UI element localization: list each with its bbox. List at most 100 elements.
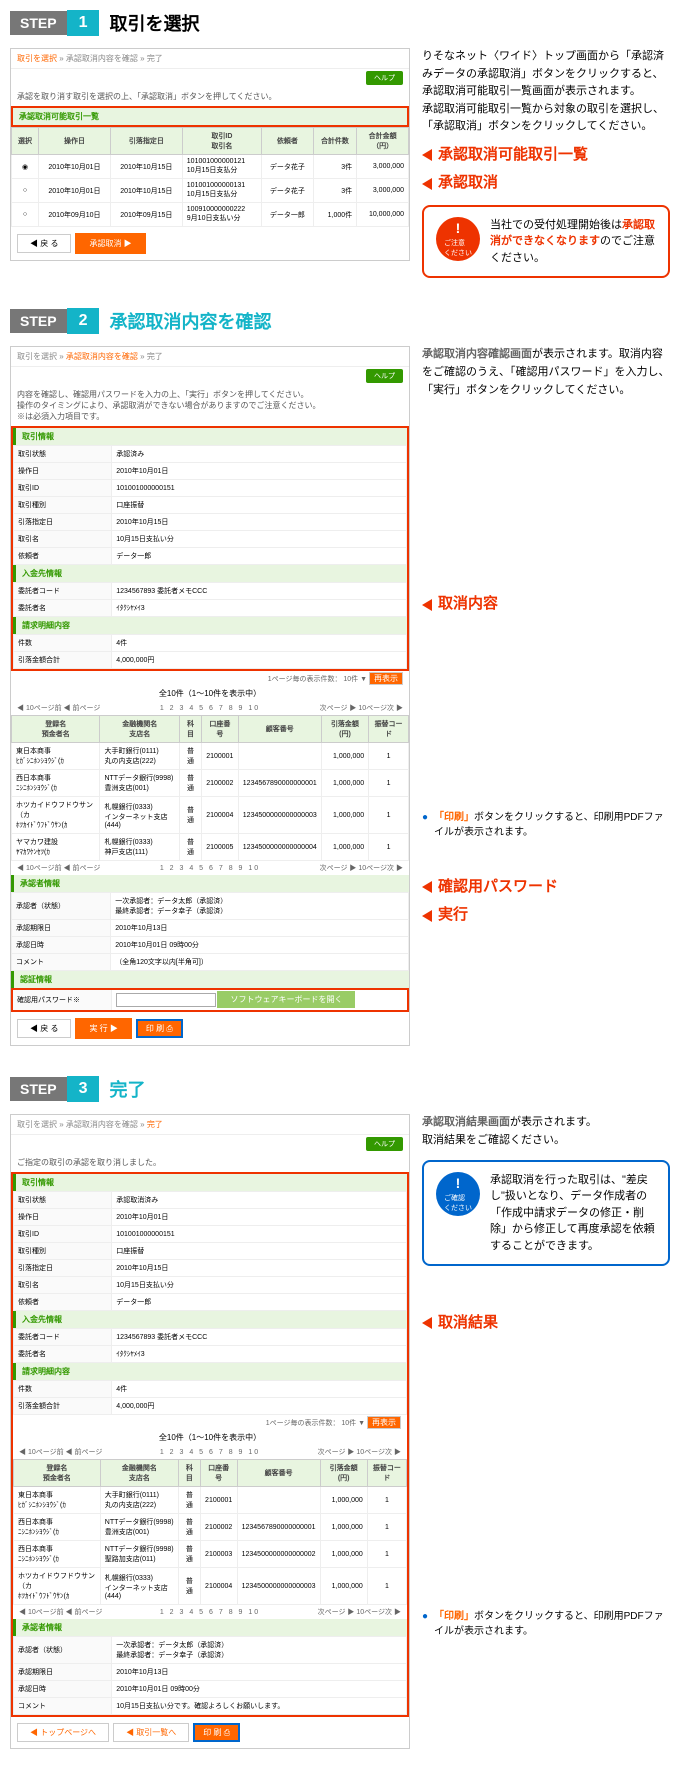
step-label: STEP [10, 11, 67, 35]
confirm-badge: ! ご確認 ください [436, 1172, 480, 1216]
step1-screen: 取引を選択 » 承認取消内容を確認 » 完了 ヘルプ 承認を取り消す取引を選択の… [10, 48, 410, 261]
bc-b: 承認取消内容を確認 [66, 1120, 138, 1129]
deposit-info: 委託者コード1234567893 委託者メモCCC委託者名ｲﾀｸｼﾔﾒｲ3 [13, 582, 407, 617]
pager-top: 1ページ毎の表示件数： 10件 ▼ 再表示 [13, 1415, 407, 1430]
step1-header: STEP 1 取引を選択 [10, 10, 670, 36]
bc-a: 取引を選択 [17, 352, 57, 361]
prev[interactable]: ◀ 前ページ [66, 1449, 103, 1456]
confirm-text: 承認取消を行った取引は、"差戻し"扱いとなり、データ作成者の「作成中請求データの… [490, 1172, 656, 1255]
cancel-content-frame: 取引情報 取引状態承認済み操作日2010年10月01日取引ID101001000… [11, 426, 409, 671]
prev[interactable]: ◀ 前ページ [64, 865, 101, 872]
prev10[interactable]: ◀ 10ページ前 [17, 865, 62, 872]
step2-header: STEP 2 承認取消内容を確認 [10, 308, 670, 334]
password-input[interactable] [116, 993, 216, 1007]
next10[interactable]: 10ページ次 ▶ [356, 1609, 401, 1616]
auth-info: 確認用パスワード※ ソフトウェアキーボードを開く [11, 988, 409, 1012]
help-button[interactable]: ヘルプ [366, 71, 403, 85]
prev10[interactable]: ◀ 10ページ前 [19, 1449, 64, 1456]
approver-info: 承認者（状態）一次承認者：データ太郎（承認済） 最終承認者：データ幸子（承認済）… [11, 892, 409, 971]
button-row: ◀ 戻 る 実 行 ▶ 印 刷 ⎙ [11, 1012, 409, 1045]
page-size[interactable]: 1ページ毎の表示件数： 10件 ▼ [268, 676, 367, 683]
next10[interactable]: 10ページ次 ▶ [358, 705, 403, 712]
step-title: 承認取消内容を確認 [109, 308, 271, 334]
prev[interactable]: ◀ 前ページ [64, 705, 101, 712]
prev10[interactable]: ◀ 10ページ前 [19, 1609, 64, 1616]
step3-description: 承認取消結果画面が表示されます。取消結果をご確認ください。 [422, 1114, 670, 1149]
prev[interactable]: ◀ 前ページ [66, 1609, 103, 1616]
pager: ◀ 10ページ前 ◀ 前ページ 1 2 3 4 5 6 7 8 9 10 次ペー… [11, 701, 409, 715]
page-numbers[interactable]: 1 2 3 4 5 6 7 8 9 10 [160, 705, 260, 712]
help-button[interactable]: ヘルプ [366, 1137, 403, 1151]
sec-auth: 認証情報 [11, 971, 409, 988]
callout-list: 承認取消可能取引一覧 [422, 144, 670, 167]
pager: ◀ 10ページ前 ◀ 前ページ 1 2 3 4 5 6 7 8 9 10 次ペー… [13, 1445, 407, 1459]
soft-keyboard-button[interactable]: ソフトウェアキーボードを開く [217, 991, 355, 1008]
next[interactable]: 次ページ ▶ [318, 1449, 355, 1456]
detail-table: 登録名 預金者名金融機関名 支店名科目口座番号顧客番号引落金額(円)振替コード … [11, 715, 409, 861]
execute-button[interactable]: 実 行 ▶ [75, 1018, 131, 1039]
bc-b: 承認取消内容を確認 [66, 352, 138, 361]
transaction-info: 取引状態承認済み操作日2010年10月01日取引ID10100100000015… [13, 445, 407, 565]
step-number: 3 [67, 1076, 100, 1102]
step-number: 2 [67, 308, 100, 334]
warning-box: ! ご注意 ください 当社での受付処理開始後は承認取消ができなくなりますのでご注… [422, 205, 670, 279]
callout-cancel: 承認取消 [422, 172, 670, 195]
bc-b: 承認取消内容を確認 [66, 54, 138, 63]
instruction-text: 内容を確認し、確認用パスワードを入力の上、「実行」ボタンを押してください。 操作… [11, 385, 409, 426]
breadcrumb: 取引を選択 » 承認取消内容を確認 » 完了 [11, 347, 409, 367]
step-title: 取引を選択 [109, 10, 199, 36]
button-row: ◀ トップページへ ◀ 取引一覧へ 印 刷 ⎙ [11, 1717, 409, 1748]
step-label: STEP [10, 309, 67, 333]
page-numbers[interactable]: 1 2 3 4 5 6 7 8 9 10 [160, 865, 260, 872]
billing-info: 件数4件引落金額合計4,000,000円 [13, 1380, 407, 1415]
next[interactable]: 次ページ ▶ [320, 865, 357, 872]
redisplay-button[interactable]: 再表示 [367, 1416, 401, 1429]
next10[interactable]: 10ページ次 ▶ [358, 865, 403, 872]
step-number: 1 [67, 10, 100, 36]
next[interactable]: 次ページ ▶ [320, 705, 357, 712]
help-button[interactable]: ヘルプ [366, 369, 403, 383]
print-button[interactable]: 印 刷 ⎙ [136, 1019, 183, 1038]
page-size[interactable]: 1ページ毎の表示件数： 10件 ▼ [266, 1420, 365, 1427]
pager-bottom: ◀ 10ページ前 ◀ 前ページ 1 2 3 4 5 6 7 8 9 10 次ペー… [13, 1605, 407, 1619]
back-button[interactable]: ◀ 戻 る [17, 1019, 71, 1038]
sec-approver: 承認者情報 [11, 875, 409, 892]
bc-c: 完了 [147, 54, 163, 63]
next[interactable]: 次ページ ▶ [318, 1609, 355, 1616]
instruction-text: ご指定の取引の承認を取り消しました。 [11, 1153, 409, 1172]
pager-top: 1ページ毎の表示件数： 10件 ▼ 再表示 [11, 671, 409, 686]
step2-screen: 取引を選択 » 承認取消内容を確認 » 完了 ヘルプ 内容を確認し、確認用パスワ… [10, 346, 410, 1046]
bc-c: 完了 [147, 352, 163, 361]
breadcrumb: 取引を選択 » 承認取消内容を確認 » 完了 [11, 1115, 409, 1135]
all-count: 全10件（1～10件を表示中） [11, 686, 409, 701]
breadcrumb: 取引を選択 » 承認取消内容を確認 » 完了 [11, 49, 409, 69]
top-button[interactable]: ◀ トップページへ [17, 1723, 109, 1742]
callout-execute: 実行 [422, 904, 670, 927]
password-label: 確認用パスワード※ [12, 989, 111, 1011]
redisplay-button[interactable]: 再表示 [369, 672, 403, 685]
step-label: STEP [10, 1077, 67, 1101]
sec-billing: 請求明細内容 [13, 1363, 407, 1380]
all-count: 全10件（1～10件を表示中） [13, 1430, 407, 1445]
next10[interactable]: 10ページ次 ▶ [356, 1449, 401, 1456]
callout-content: 取消内容 [422, 593, 670, 616]
result-frame: 取引情報 取引状態承認取消済み操作日2010年10月01日取引ID1010010… [11, 1172, 409, 1717]
pager-bottom: ◀ 10ページ前 ◀ 前ページ 1 2 3 4 5 6 7 8 9 10 次ペー… [11, 861, 409, 875]
back-button[interactable]: ◀ 戻 る [17, 234, 71, 253]
detail-table: 登録名 預金者名金融機関名 支店名科目口座番号顧客番号引落金額(円)振替コード … [13, 1459, 407, 1605]
page-numbers[interactable]: 1 2 3 4 5 6 7 8 9 10 [160, 1449, 260, 1456]
bc-c: 完了 [147, 1120, 163, 1129]
step1-description: りそなネット〈ワイド〉トップ画面から「承認済みデータの承認取消」ボタンをクリック… [422, 48, 670, 136]
print-button[interactable]: 印 刷 ⎙ [193, 1723, 240, 1742]
page-numbers[interactable]: 1 2 3 4 5 6 7 8 9 10 [160, 1609, 260, 1616]
instruction-text: 承認を取り消す取引を選択の上、「承認取消」ボタンを押してください。 [11, 87, 409, 106]
transaction-table: 選択操作日引落指定日取引ID 取引名依頼者合計件数合計金額 （円） ◉2010年… [11, 127, 409, 227]
sec-transaction: 取引情報 [13, 428, 407, 445]
bc-a: 取引を選択 [17, 54, 57, 63]
approval-cancel-button[interactable]: 承認取消 ▶ [75, 233, 145, 254]
list-button[interactable]: ◀ 取引一覧へ [113, 1723, 189, 1742]
step3-screen: 取引を選択 » 承認取消内容を確認 » 完了 ヘルプ ご指定の取引の承認を取り消… [10, 1114, 410, 1749]
prev10[interactable]: ◀ 10ページ前 [17, 705, 62, 712]
step-title: 完了 [109, 1076, 145, 1102]
deposit-info: 委託者コード1234567893 委託者メモCCC委託者名ｲﾀｸｼﾔﾒｲ3 [13, 1328, 407, 1363]
